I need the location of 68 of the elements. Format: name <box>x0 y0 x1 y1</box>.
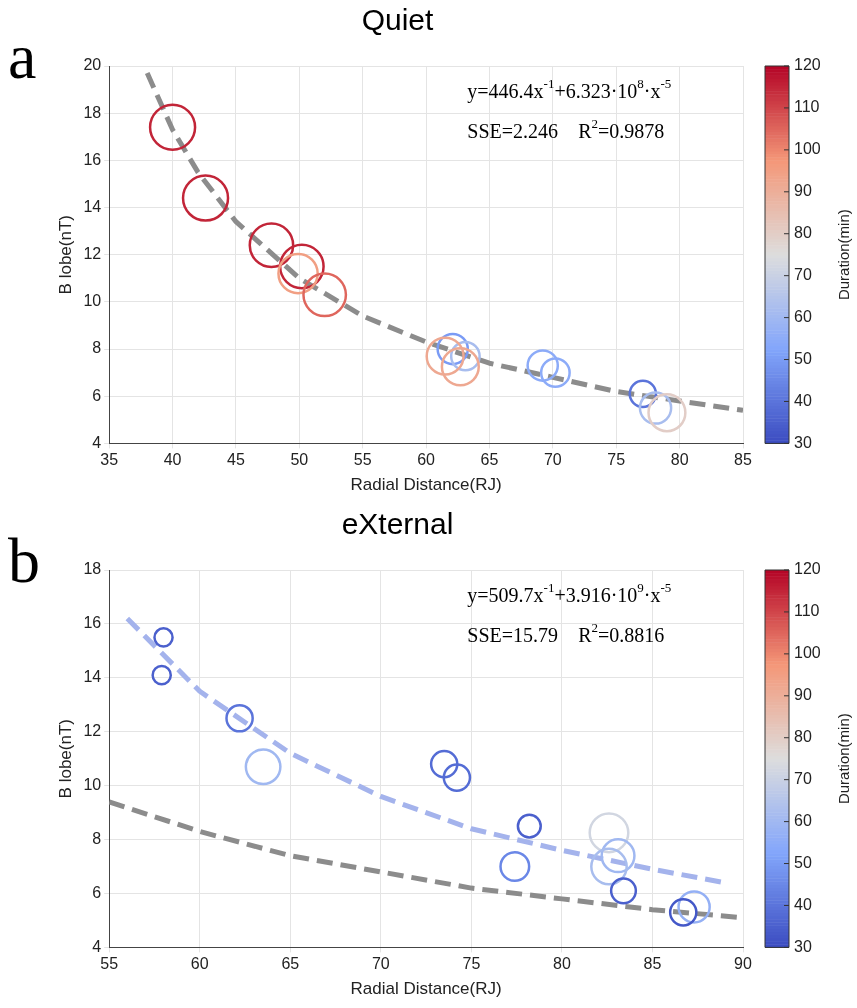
color-bar-label: 70 <box>794 266 812 284</box>
x-tick-label: 65 <box>480 451 499 469</box>
y-tick-label: 10 <box>83 776 102 794</box>
color-bar-label: 30 <box>794 433 812 451</box>
color-bar-label: 60 <box>794 308 812 326</box>
x-tick-label: 65 <box>281 955 300 973</box>
y-tick-label: 18 <box>83 103 102 121</box>
color-bar-label: 120 <box>794 56 821 74</box>
x-tick-label: 80 <box>670 451 689 469</box>
color-bar-title: Duration(min) <box>835 713 853 805</box>
color-bar-label: 120 <box>794 560 821 578</box>
y-tick-label: 4 <box>92 433 102 451</box>
chart-title: Quiet <box>361 3 435 37</box>
chart-title: eXternal <box>341 507 454 541</box>
color-bar-label: 40 <box>794 895 812 913</box>
y-tick-label: 10 <box>83 292 102 310</box>
x-tick-label: 55 <box>353 451 372 469</box>
y-tick-label: 12 <box>83 722 102 740</box>
x-tick-label: 85 <box>734 451 752 469</box>
color-bar-label: 40 <box>794 391 812 409</box>
y-tick-label: 14 <box>83 668 102 686</box>
color-bar-label: 80 <box>794 224 812 242</box>
y-tick-label: 18 <box>83 560 102 578</box>
color-bar-label: 50 <box>794 349 812 367</box>
color-bar-label: 60 <box>794 812 812 830</box>
y-tick-label: 8 <box>92 339 102 357</box>
x-tick-label: 85 <box>643 955 662 973</box>
x-axis-title: Radial Distance(RJ) <box>350 475 502 495</box>
y-tick-label: 8 <box>92 829 102 847</box>
x-tick-label: 40 <box>163 451 182 469</box>
x-tick-label: 80 <box>553 955 571 973</box>
color-bar-label: 30 <box>794 937 812 955</box>
x-tick-label: 75 <box>462 955 481 973</box>
color-bar-title: Duration(min) <box>835 209 853 301</box>
y-axis-title: B lobe(nT) <box>55 719 75 799</box>
text: b <box>8 525 40 596</box>
x-tick-label: 50 <box>290 451 309 469</box>
color-bar-label: 100 <box>794 140 821 158</box>
x-axis-title: Radial Distance(RJ) <box>350 979 502 999</box>
color-bar-label: 100 <box>794 644 821 662</box>
y-tick-label: 4 <box>92 937 102 955</box>
y-axis-title: B lobe(nT) <box>55 215 75 295</box>
x-tick-label: 75 <box>607 451 626 469</box>
y-tick-label: 16 <box>83 614 102 632</box>
color-bar-label: 90 <box>794 686 812 704</box>
x-tick-label: 70 <box>371 955 390 973</box>
color-bar-label: 110 <box>794 602 820 620</box>
x-tick-label: 60 <box>417 451 436 469</box>
annotation: SSE=15.79 <box>467 624 559 646</box>
x-tick-label: 55 <box>100 955 119 973</box>
y-tick-label: 16 <box>83 150 102 168</box>
x-tick-label: 45 <box>227 451 245 469</box>
x-tick-label: 70 <box>543 451 562 469</box>
x-tick-label: 35 <box>100 451 119 469</box>
color-bar-label: 80 <box>794 728 812 746</box>
color-bar-label: 70 <box>794 770 812 788</box>
text: a <box>8 21 37 92</box>
y-tick-label: 14 <box>83 197 102 215</box>
x-tick-label: 60 <box>190 955 209 973</box>
color-bar-label: 50 <box>794 853 812 871</box>
y-tick-label: 20 <box>83 56 102 74</box>
y-tick-label: 6 <box>92 386 102 404</box>
y-tick-label: 6 <box>92 883 102 901</box>
x-tick-label: 90 <box>734 955 752 973</box>
annotation: SSE=2.246 <box>467 120 559 142</box>
color-bar-label: 90 <box>794 182 812 200</box>
color-bar-label: 110 <box>794 98 820 116</box>
y-tick-label: 12 <box>83 245 102 263</box>
